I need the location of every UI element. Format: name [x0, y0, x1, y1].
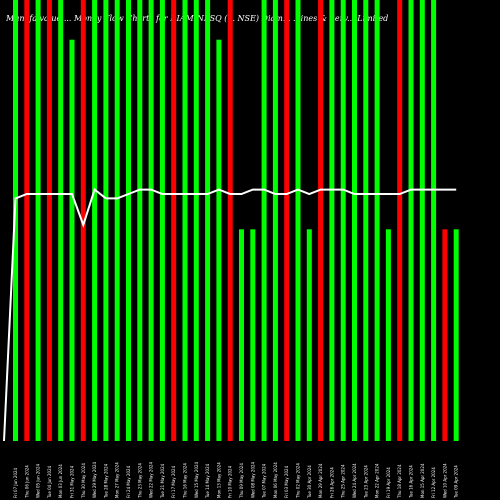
bar — [159, 0, 165, 441]
bar — [58, 0, 64, 441]
x-tick-label: Fri 10 May 2024 — [228, 465, 233, 498]
x-tick-label: Wed 29 May 2024 — [92, 461, 97, 498]
x-tick-label: Tue 23 Apr 2024 — [363, 465, 368, 499]
bar — [193, 0, 199, 441]
x-tick-label: Thu 25 Apr 2024 — [341, 464, 346, 499]
x-tick-label: Mon 03 Jun 2024 — [58, 464, 63, 498]
x-tick-label: Fri 03 May 2024 — [284, 465, 289, 498]
x-tick-label: Mon 13 May 2024 — [216, 462, 221, 498]
x-tick-label: Thu 06 Jun 2024 — [24, 465, 29, 499]
bar — [239, 229, 244, 441]
bar — [306, 229, 312, 441]
tick-label-group: Fri 07 Jun 2024 Thu 06 Jun 2024 Wed 05 Jun… — [13, 461, 459, 499]
bar — [318, 0, 324, 441]
bar — [216, 39, 222, 441]
x-tick-label: Tue 16 Apr 2024 — [409, 465, 414, 499]
bar — [69, 39, 75, 441]
bar — [250, 229, 256, 441]
bar — [284, 0, 290, 441]
bar — [35, 0, 41, 441]
x-tick-label: Tue 30 Apr 2024 — [307, 465, 312, 499]
bar — [261, 0, 267, 441]
x-tick-label: Wed 22 May 2024 — [149, 461, 154, 498]
x-tick-label: Fri 24 May 2024 — [126, 465, 131, 498]
x-tick-label: Wed 05 Jun 2024 — [36, 463, 41, 498]
bar — [103, 0, 109, 441]
x-tick-label: Thu 09 May 2024 — [239, 463, 244, 499]
bar — [272, 0, 278, 441]
bar — [137, 0, 143, 441]
bar — [352, 0, 357, 441]
x-tick-label: Mon 29 Apr 2024 — [318, 463, 323, 498]
x-tick-label: Tue 04 Jun 2024 — [47, 465, 52, 499]
x-tick-label: Mon 06 May 2024 — [273, 462, 278, 498]
bar — [431, 0, 437, 441]
bar — [80, 0, 86, 441]
x-tick-label: Tue 21 May 2024 — [160, 463, 165, 499]
x-tick-label: Fri 07 Jun 2024 — [13, 467, 18, 498]
x-tick-label: Thu 16 May 2024 — [183, 463, 188, 499]
x-tick-label: Wed 24 Apr 2024 — [352, 463, 357, 498]
x-tick-label: Wed 10 Apr 2024 — [442, 463, 447, 498]
bar — [114, 0, 120, 441]
x-tick-label: Tue 14 May 2024 — [205, 463, 210, 499]
x-tick-label: Thu 23 May 2024 — [137, 463, 142, 499]
x-tick-label: Fri 26 Apr 2024 — [329, 467, 334, 498]
x-tick-label: Wed 08 May 2024 — [250, 461, 255, 498]
bar — [397, 0, 403, 441]
bar — [13, 0, 18, 441]
bar — [385, 229, 391, 441]
x-tick-label: Thu 30 May 2024 — [81, 463, 86, 499]
x-tick-label: Mon 15 Apr 2024 — [420, 463, 425, 498]
bar — [419, 0, 425, 441]
x-tick-label: Wed 15 May 2024 — [194, 461, 199, 498]
bar — [92, 0, 98, 441]
bar — [453, 229, 459, 441]
bar — [374, 0, 380, 441]
bar — [408, 0, 414, 441]
x-tick-label: Tue 09 Apr 2024 — [454, 465, 459, 499]
bar — [227, 0, 233, 441]
bar — [295, 0, 301, 441]
x-tick-label: Fri 19 Apr 2024 — [386, 467, 391, 498]
bar — [205, 0, 211, 441]
x-tick-label: Thu 02 May 2024 — [296, 463, 301, 499]
x-tick-label: Tue 28 May 2024 — [103, 463, 108, 499]
x-tick-label: Mon 22 Apr 2024 — [375, 463, 380, 498]
bar — [46, 0, 52, 441]
bar — [24, 0, 30, 441]
x-tick-label: Mon 27 May 2024 — [115, 462, 120, 498]
x-tick-label: Fri 17 May 2024 — [171, 465, 176, 498]
bar — [126, 0, 131, 441]
bar — [171, 0, 177, 441]
bar — [340, 0, 346, 441]
bar — [363, 0, 369, 441]
bar — [148, 0, 154, 441]
x-tick-label: Thu 18 Apr 2024 — [397, 464, 402, 499]
bar — [442, 229, 448, 441]
x-tick-label: Tue 07 May 2024 — [262, 463, 267, 499]
bar — [329, 0, 335, 441]
bar — [182, 0, 188, 441]
series-line — [3, 187, 457, 442]
bar-group — [13, 0, 459, 441]
x-tick-label: Fri 31 May 2024 — [70, 465, 75, 498]
x-tick-label: Fri 12 Apr 2024 — [431, 467, 436, 498]
